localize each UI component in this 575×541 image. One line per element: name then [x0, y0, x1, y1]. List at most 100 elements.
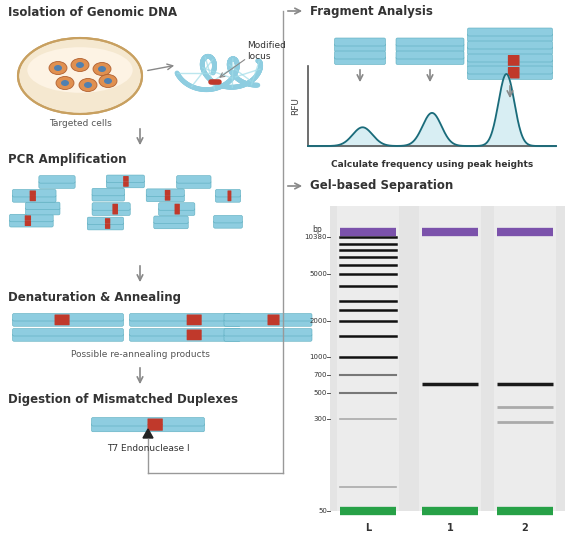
Ellipse shape [61, 80, 69, 86]
Text: 2: 2 [522, 523, 528, 533]
FancyBboxPatch shape [213, 221, 243, 228]
FancyBboxPatch shape [106, 175, 144, 182]
Ellipse shape [49, 62, 67, 75]
FancyBboxPatch shape [25, 207, 60, 215]
FancyBboxPatch shape [12, 189, 56, 197]
FancyBboxPatch shape [13, 313, 124, 321]
FancyBboxPatch shape [224, 328, 312, 336]
Polygon shape [143, 429, 153, 438]
Text: Fragment Analysis: Fragment Analysis [310, 4, 433, 17]
FancyBboxPatch shape [112, 204, 118, 209]
FancyBboxPatch shape [146, 194, 185, 202]
Ellipse shape [56, 76, 74, 89]
FancyBboxPatch shape [91, 423, 205, 432]
FancyBboxPatch shape [467, 54, 553, 62]
Text: 2000: 2000 [309, 319, 327, 325]
FancyBboxPatch shape [467, 28, 553, 36]
FancyBboxPatch shape [129, 328, 240, 336]
Text: 10380: 10380 [305, 234, 327, 240]
FancyBboxPatch shape [105, 223, 110, 229]
FancyBboxPatch shape [177, 181, 211, 188]
FancyBboxPatch shape [13, 319, 124, 326]
Bar [419, 206, 481, 511]
FancyBboxPatch shape [148, 419, 163, 425]
FancyBboxPatch shape [216, 195, 240, 202]
Ellipse shape [104, 78, 112, 84]
FancyBboxPatch shape [148, 424, 163, 431]
Ellipse shape [71, 58, 89, 71]
Text: 700: 700 [313, 372, 327, 378]
FancyBboxPatch shape [396, 51, 464, 59]
FancyBboxPatch shape [129, 334, 240, 341]
FancyBboxPatch shape [216, 189, 240, 197]
FancyBboxPatch shape [10, 220, 53, 227]
FancyBboxPatch shape [154, 216, 188, 223]
FancyBboxPatch shape [91, 418, 205, 426]
FancyBboxPatch shape [105, 218, 110, 223]
FancyBboxPatch shape [13, 334, 124, 341]
FancyBboxPatch shape [228, 190, 231, 196]
FancyBboxPatch shape [467, 66, 553, 74]
FancyBboxPatch shape [177, 176, 211, 183]
Ellipse shape [98, 66, 106, 72]
FancyBboxPatch shape [159, 208, 195, 215]
FancyBboxPatch shape [159, 203, 195, 210]
FancyBboxPatch shape [228, 196, 231, 201]
FancyBboxPatch shape [123, 176, 129, 182]
FancyBboxPatch shape [467, 47, 553, 55]
FancyBboxPatch shape [25, 202, 60, 210]
FancyBboxPatch shape [467, 71, 553, 80]
Ellipse shape [76, 62, 84, 68]
FancyBboxPatch shape [39, 181, 75, 188]
Bar [330, 206, 565, 511]
Text: Modified
locus: Modified locus [247, 41, 286, 61]
Bar [337, 206, 399, 511]
Text: Isolation of Genomic DNA: Isolation of Genomic DNA [8, 6, 177, 19]
FancyBboxPatch shape [335, 38, 385, 46]
FancyBboxPatch shape [508, 67, 520, 73]
FancyBboxPatch shape [187, 335, 202, 340]
FancyBboxPatch shape [267, 314, 279, 320]
FancyBboxPatch shape [146, 189, 185, 196]
FancyBboxPatch shape [92, 203, 130, 210]
Text: L: L [365, 523, 371, 533]
FancyBboxPatch shape [508, 61, 520, 67]
Text: 1: 1 [447, 523, 453, 533]
FancyBboxPatch shape [187, 329, 202, 335]
FancyBboxPatch shape [467, 41, 553, 49]
Text: 300: 300 [313, 416, 327, 422]
Text: bp: bp [312, 225, 322, 234]
FancyBboxPatch shape [396, 38, 464, 46]
Text: PCR Amplification: PCR Amplification [8, 153, 126, 166]
FancyBboxPatch shape [508, 55, 520, 61]
FancyBboxPatch shape [165, 195, 170, 201]
FancyBboxPatch shape [10, 214, 53, 222]
Text: 1000: 1000 [309, 354, 327, 360]
FancyBboxPatch shape [224, 313, 312, 321]
FancyBboxPatch shape [87, 217, 124, 225]
Text: Targeted cells: Targeted cells [49, 119, 112, 128]
FancyBboxPatch shape [25, 215, 31, 221]
FancyBboxPatch shape [224, 334, 312, 341]
FancyBboxPatch shape [187, 314, 202, 320]
FancyBboxPatch shape [106, 180, 144, 188]
FancyBboxPatch shape [39, 176, 75, 183]
FancyBboxPatch shape [30, 190, 36, 196]
FancyBboxPatch shape [25, 221, 31, 226]
FancyBboxPatch shape [112, 209, 118, 214]
FancyBboxPatch shape [92, 188, 125, 196]
FancyBboxPatch shape [187, 320, 202, 325]
Ellipse shape [99, 75, 117, 88]
Text: RFU: RFU [292, 97, 301, 115]
Ellipse shape [79, 78, 97, 91]
Text: Gel-based Separation: Gel-based Separation [310, 180, 453, 193]
FancyBboxPatch shape [92, 208, 130, 215]
FancyBboxPatch shape [335, 43, 385, 51]
FancyBboxPatch shape [55, 320, 70, 325]
FancyBboxPatch shape [267, 320, 279, 325]
Text: 5000: 5000 [309, 272, 327, 278]
FancyBboxPatch shape [175, 209, 180, 214]
Bar [494, 206, 556, 511]
FancyBboxPatch shape [13, 328, 124, 336]
Text: Calculate frequency using peak heights: Calculate frequency using peak heights [331, 160, 533, 169]
